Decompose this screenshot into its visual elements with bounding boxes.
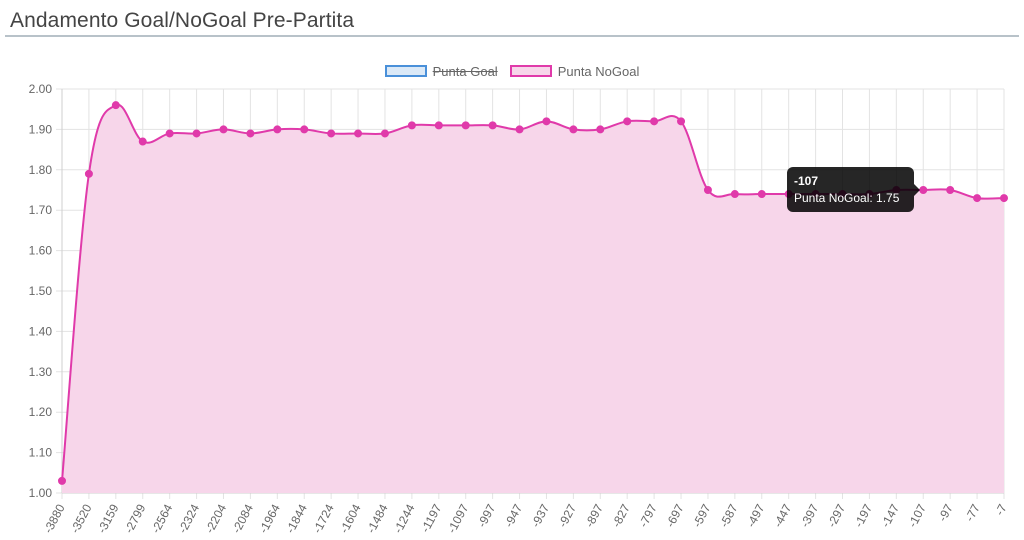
data-point [327,129,336,138]
x-tick-label: -497 [744,502,768,530]
data-point [650,117,659,126]
y-tick-label: 1.50 [29,284,53,298]
data-point [488,121,497,130]
y-tick-label: 1.10 [29,446,53,460]
y-tick-label: 1.00 [29,486,53,500]
x-tick-label: -1724 [310,502,337,536]
x-tick-label: -7 [992,502,1010,518]
data-point [703,186,712,194]
x-tick-label: -697 [663,502,687,530]
y-tick-label: 2.00 [29,82,53,96]
y-tick-label: 1.80 [29,163,53,177]
data-point [380,129,389,138]
x-tick-label: -147 [878,502,902,530]
data-point [461,121,470,130]
data-point [138,137,147,146]
data-point [596,125,605,134]
data-point [569,125,578,134]
x-tick-label: -947 [502,502,526,530]
y-tick-label: 1.90 [29,122,53,136]
x-tick-label: -1484 [364,502,391,536]
x-tick-label: -2084 [229,502,256,536]
data-point [434,121,443,130]
x-tick-label: -997 [475,502,499,530]
data-point [246,129,255,138]
chart-legend: Punta Goal Punta NoGoal [0,62,1024,80]
x-tick-label: -3159 [95,502,122,536]
data-point [192,129,201,138]
x-tick-label: -927 [555,502,579,530]
data-point [354,129,363,138]
x-tick-label: -897 [582,502,606,530]
y-tick-label: 1.30 [29,365,53,379]
legend-item-punta-nogoal[interactable]: Punta NoGoal [509,62,640,80]
legend-swatch-punta-goal [384,65,427,77]
x-tick-label: -2799 [122,502,149,536]
y-tick-label: 1.20 [29,405,53,419]
legend-item-punta-goal[interactable]: Punta Goal [384,62,498,80]
x-tick-label: -1844 [283,502,310,536]
x-tick-label: -2324 [175,502,202,536]
data-point [407,121,416,130]
x-tick-label: -107 [905,502,929,530]
x-tick-label: -447 [771,502,795,530]
data-point [84,169,93,178]
x-tick-label: -3880 [41,502,68,536]
legend-label-punta-goal: Punta Goal [432,63,498,79]
y-tick-label: 1.60 [29,244,53,258]
data-point [273,125,282,134]
data-point [946,186,955,194]
data-point [165,129,174,138]
y-tick-label: 1.70 [29,203,53,217]
x-tick-label: -97 [935,502,956,524]
data-point [58,476,66,485]
data-point [1000,194,1008,203]
x-tick-label: -1604 [337,502,364,536]
chart-tooltip: -107 Punta NoGoal: 1.75 [787,167,920,212]
x-tick-label: -1197 [418,502,445,535]
x-tick-label: -2564 [149,502,176,536]
x-tick-label: -2204 [202,502,229,536]
x-tick-label: -3520 [68,502,95,536]
x-tick-label: -597 [690,502,714,530]
x-tick-label: -397 [798,502,822,530]
page-title: Andamento Goal/NoGoal Pre-Partita [10,9,355,32]
x-tick-label: -937 [528,502,552,530]
data-point [515,125,524,134]
series-area-punta-nogoal [62,104,1004,494]
x-tick-label: -1964 [256,502,283,536]
data-point [677,117,686,126]
x-tick-label: -1097 [445,502,472,536]
data-point [623,117,632,126]
x-tick-label: -297 [825,502,849,530]
data-point [300,125,309,134]
y-tick-label: 1.40 [29,324,53,338]
legend-label-punta-nogoal: Punta NoGoal [557,63,640,79]
tooltip-body: Punta NoGoal: 1.75 [794,191,900,205]
data-point [919,186,928,194]
data-point [730,190,739,199]
data-point [111,101,120,110]
title-divider [5,35,1019,37]
data-point [757,190,766,199]
x-tick-label: -77 [962,502,983,524]
x-tick-label: -1244 [391,502,418,536]
data-point [973,194,982,203]
tooltip-title: -107 [794,174,819,188]
x-tick-label: -197 [851,502,875,530]
data-point [219,125,228,134]
x-tick-label: -797 [636,502,660,530]
x-tick-label: -827 [609,502,633,530]
x-tick-label: -587 [717,502,741,530]
legend-swatch-punta-nogoal [509,65,552,77]
data-point [542,117,551,126]
